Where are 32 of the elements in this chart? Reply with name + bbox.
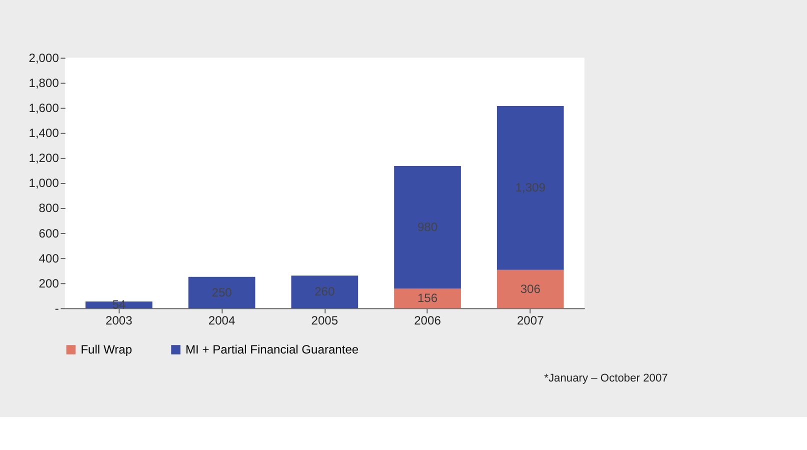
y-tick-label: 800: [38, 201, 60, 216]
bar: [291, 276, 358, 308]
y-tick-label: 1,800: [28, 76, 60, 90]
legend-label: MI + Partial Financial Guarantee: [186, 342, 359, 356]
y-tick-label: 600: [38, 226, 60, 240]
y-tick-label: 400: [38, 251, 60, 266]
bar: [394, 288, 461, 308]
y-tick-label: 2,000: [28, 50, 60, 65]
y-tick-label: -: [54, 301, 59, 316]
data-label: 260: [314, 284, 335, 299]
bar: [394, 166, 461, 289]
x-tick-label: 2003: [106, 313, 133, 328]
data-label: 250: [212, 285, 232, 300]
x-tick-label: 2007: [516, 313, 544, 328]
data-label: 54: [112, 298, 126, 312]
bar: [188, 276, 256, 308]
y-tick-label: 1,200: [28, 151, 60, 166]
data-label: 1,309: [515, 180, 546, 195]
bar: [496, 106, 564, 270]
bar: [496, 270, 564, 308]
y-tick-label: 1,000: [28, 176, 60, 190]
x-tick-label: 2006: [414, 313, 442, 328]
y-tick-label: 200: [38, 276, 60, 290]
text: *January – October 2007: [544, 372, 668, 384]
legend-label: Full Wrap: [80, 342, 132, 356]
data-label: 306: [520, 282, 541, 296]
x-tick-label: 2005: [311, 313, 338, 328]
data-label: 156: [417, 291, 438, 306]
y-tick-label: 1,400: [28, 126, 60, 140]
x-tick-label: 2004: [208, 313, 236, 328]
data-label: 980: [417, 220, 438, 234]
y-tick-label: 1,600: [28, 101, 60, 116]
